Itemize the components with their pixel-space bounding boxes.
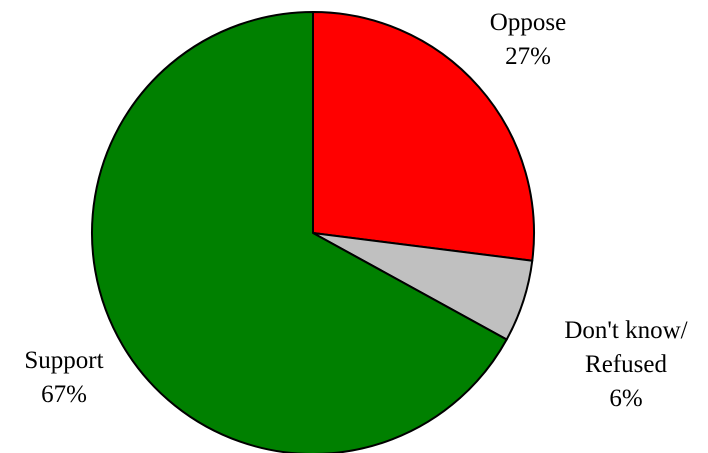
pie-slices	[92, 12, 534, 453]
data-label-support: Support 67%	[24, 347, 103, 408]
data-label-line: 27%	[505, 43, 551, 70]
data-label-line: Refused	[585, 351, 667, 378]
data-label-line: 67%	[41, 381, 87, 408]
pie-slice-oppose	[313, 12, 534, 261]
data-label-line: Don't know/	[564, 317, 687, 344]
data-label-line: Oppose	[490, 9, 566, 36]
data-label-line: Support	[24, 347, 103, 374]
data-label-dont-know-refused: Don't know/Refused 6%	[564, 317, 687, 412]
data-label-line: 6%	[609, 385, 642, 412]
data-label-oppose: Oppose 27%	[490, 9, 566, 70]
